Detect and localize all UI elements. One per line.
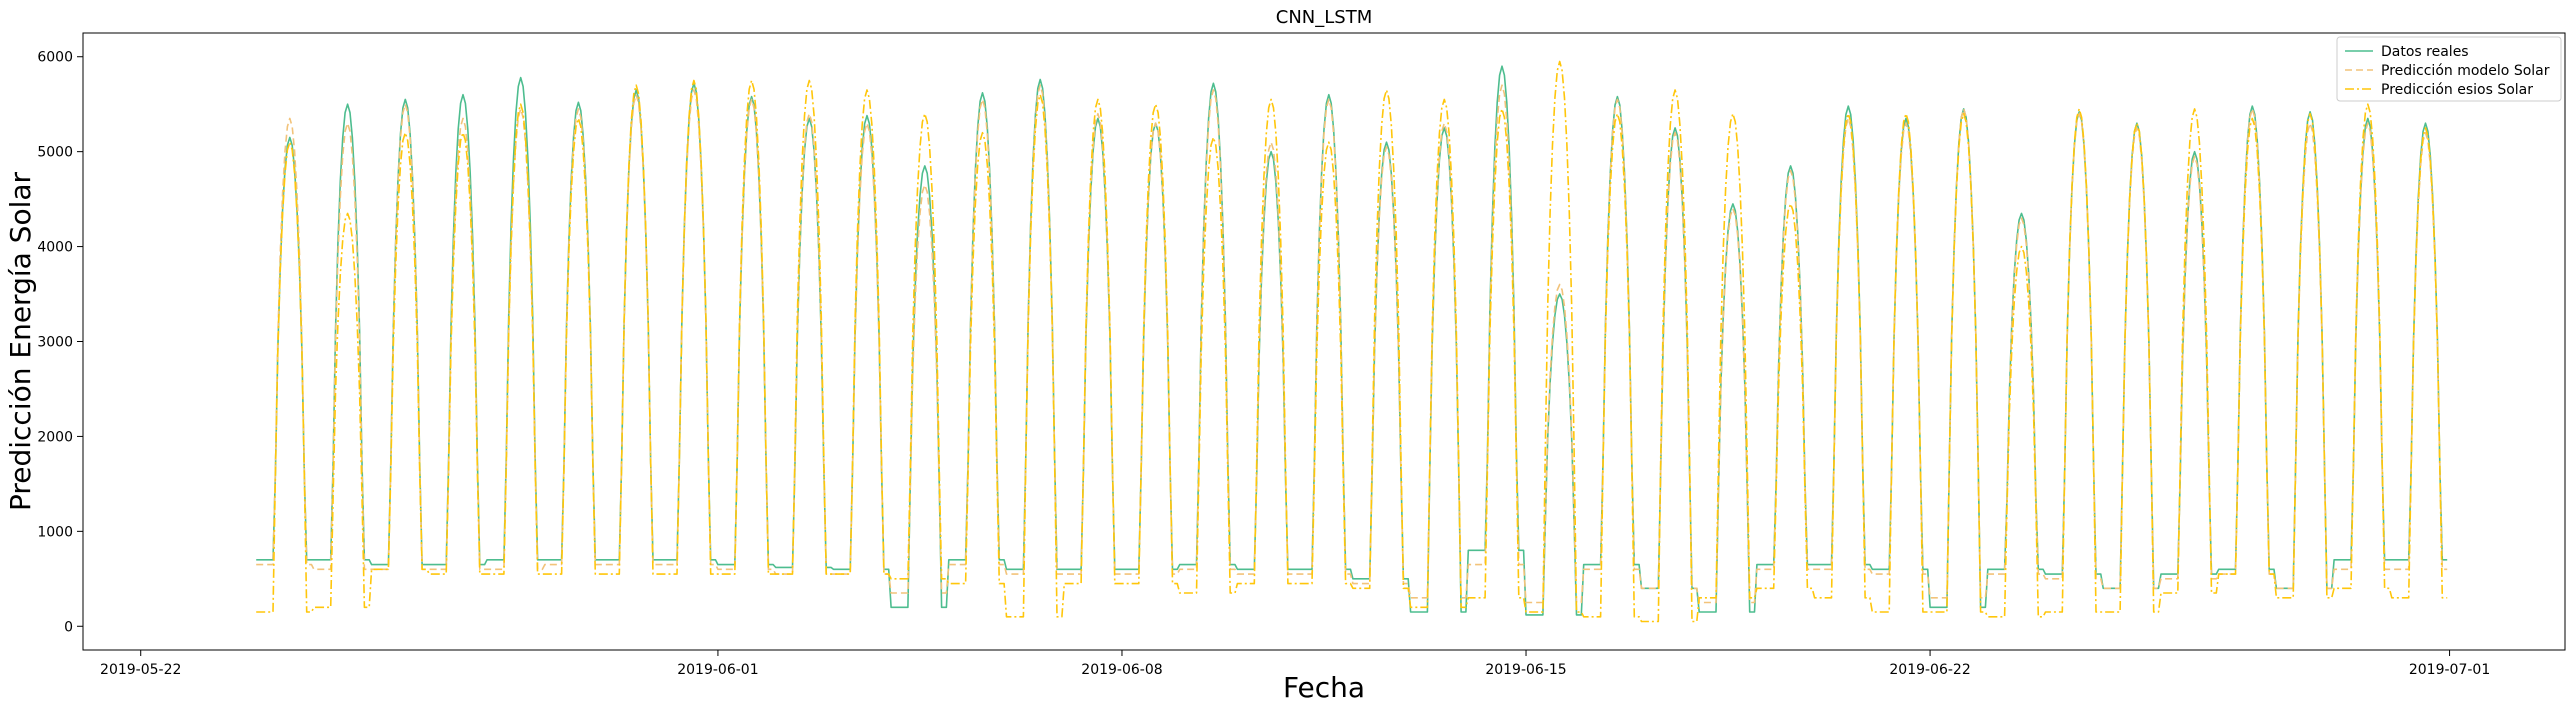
series-line-2 [256,60,2448,623]
series-layer [256,60,2448,623]
x-tick-label: 2019-06-15 [1485,662,1566,678]
chart-title: CNN_LSTM [1276,7,1372,28]
y-tick-label: 2000 [37,429,73,445]
y-axis-label: Predicción Energía Solar [4,171,37,511]
x-tick-label: 2019-06-22 [1889,662,1970,678]
legend-label: Predicción esios Solar [2381,82,2533,98]
legend-label: Predicción modelo Solar [2381,63,2550,79]
y-tick-label: 4000 [37,240,73,256]
x-axis: 2019-05-22 2019-06-01 2019-06-08 2019-06-15… [100,650,2490,678]
series-line-1 [256,84,2448,604]
x-tick-label: 2019-07-01 [2409,662,2490,678]
y-axis: 0 1000 2000 3000 4000 5000 6000 [37,50,83,635]
y-tick-label: 5000 [37,145,73,161]
y-tick-label: 3000 [37,335,73,351]
x-axis-label: Fecha [1283,671,1365,704]
x-tick-label: 2019-06-01 [677,662,758,678]
legend-box [2336,36,2562,102]
legend: Datos reales Predicción modelo Solar Predi… [2336,36,2562,102]
y-tick-label: 1000 [37,524,73,540]
legend-label: Datos reales [2381,44,2469,60]
x-tick-label: 2019-05-22 [100,662,181,678]
y-tick-label: 0 [64,619,73,635]
y-tick-label: 6000 [37,50,73,66]
x-tick-label: 2019-06-08 [1081,662,1162,678]
